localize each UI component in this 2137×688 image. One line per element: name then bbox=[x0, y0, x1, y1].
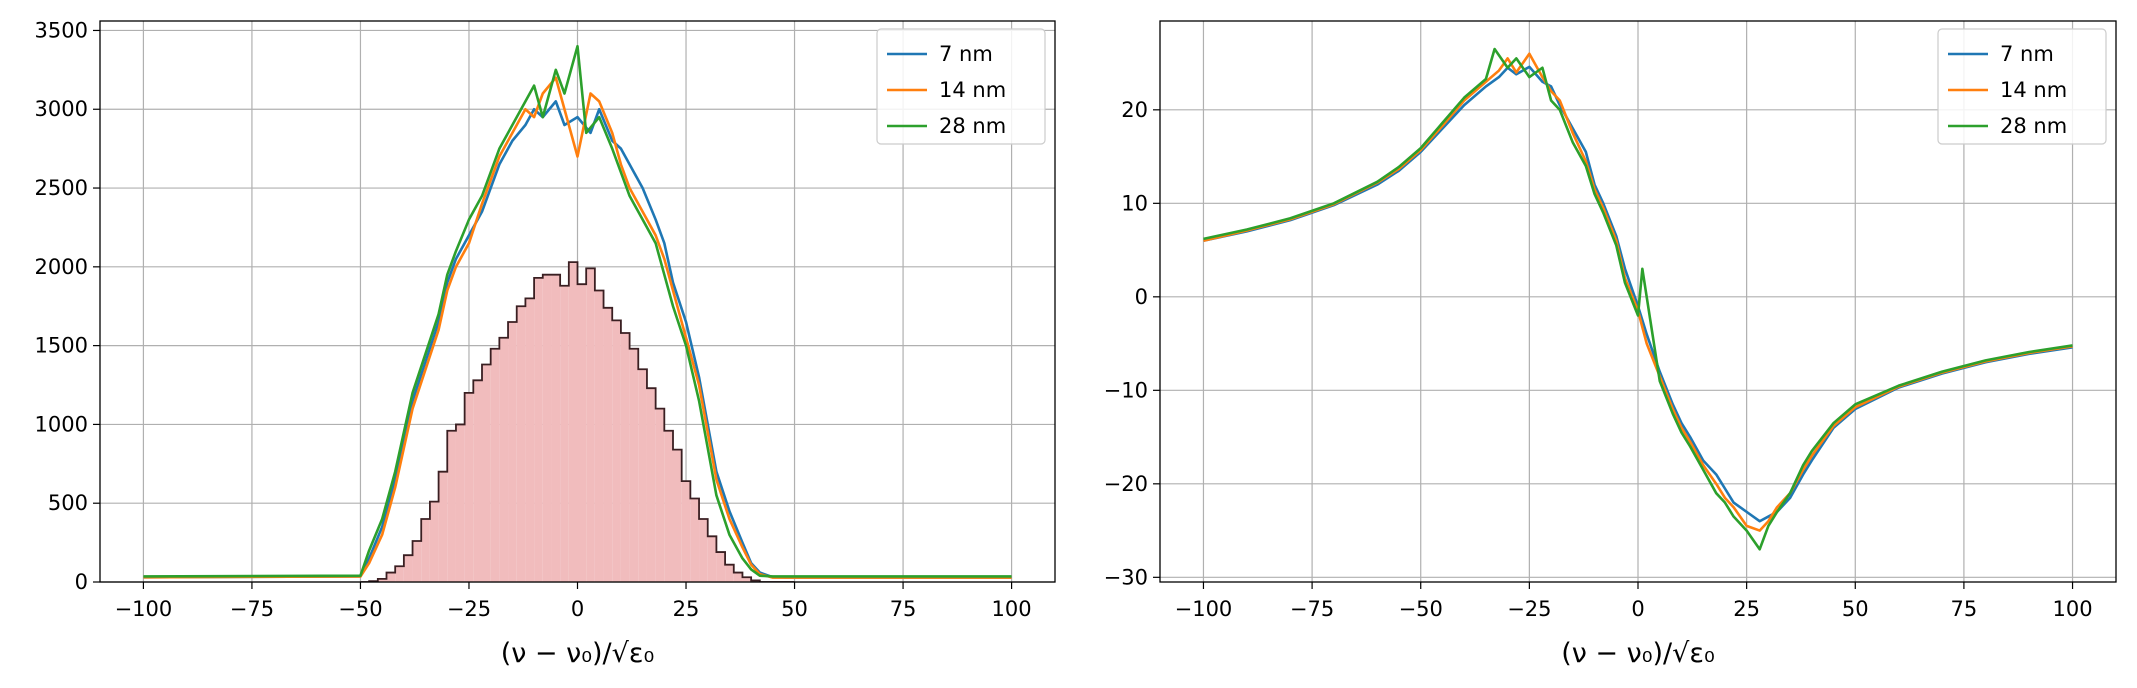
histogram-bar bbox=[612, 320, 621, 582]
histogram-bar bbox=[377, 578, 387, 582]
histogram-bar bbox=[386, 572, 396, 582]
x-tick-label: 50 bbox=[1842, 597, 1869, 621]
legend-box bbox=[1937, 28, 2107, 145]
legend-label: 7 nm bbox=[939, 42, 993, 66]
histogram-bar bbox=[534, 277, 543, 582]
histogram-bar bbox=[716, 552, 726, 582]
histogram-bar bbox=[594, 290, 604, 582]
plot-area bbox=[1203, 47, 2073, 551]
y-tick-label: 1500 bbox=[35, 334, 88, 358]
histogram-bar bbox=[603, 307, 613, 582]
x-tick-label: −100 bbox=[115, 597, 173, 621]
series-line-28-nm bbox=[1203, 47, 2073, 551]
x-tick-label: 75 bbox=[1951, 597, 1978, 621]
histogram-bar bbox=[620, 333, 630, 582]
series-line-28-nm bbox=[143, 44, 1012, 578]
histogram-bar bbox=[421, 518, 430, 582]
histogram-bar bbox=[464, 392, 474, 582]
y-tick-label: 3500 bbox=[35, 18, 88, 42]
x-tick-label: −100 bbox=[1175, 597, 1233, 621]
histogram-bar bbox=[525, 298, 535, 582]
y-tick-label: −30 bbox=[1104, 565, 1148, 589]
histogram-bar bbox=[699, 518, 708, 582]
left-chart-panel: −100 −75 −50 −25 0 25 50 75 10005001000150020002… bbox=[35, 18, 1056, 669]
x-tick-label: 75 bbox=[890, 597, 917, 621]
x-tick-label: 100 bbox=[2052, 597, 2092, 621]
histogram-bar bbox=[473, 380, 482, 582]
right-chart-panel: −100 −75 −50 −25 0 25 50 75 100−30−20−1001020(ν … bbox=[1104, 20, 2117, 669]
x-tick-label: −75 bbox=[1290, 597, 1334, 621]
legend: 7 nm 14 nm 28 nm bbox=[876, 28, 1046, 145]
y-tick-label: 20 bbox=[1121, 98, 1148, 122]
x-tick-label: −75 bbox=[230, 597, 274, 621]
legend-label: 14 nm bbox=[939, 78, 1006, 102]
histogram-bar bbox=[638, 369, 647, 582]
histogram-bar bbox=[542, 274, 552, 582]
histogram bbox=[360, 261, 795, 582]
series-line-14-nm bbox=[143, 76, 1012, 579]
legend: 7 nm 14 nm 28 nm bbox=[1937, 28, 2107, 145]
y-tick-label: 500 bbox=[48, 491, 88, 515]
histogram-bar bbox=[447, 430, 456, 582]
x-axis-label: (ν − ν₀)/√ε₀ bbox=[1561, 638, 1715, 669]
x-tick-label: 25 bbox=[673, 597, 700, 621]
x-tick-label: −25 bbox=[1507, 597, 1551, 621]
x-axis-label: (ν − ν₀)/√ε₀ bbox=[501, 638, 655, 669]
histogram-bar bbox=[568, 262, 578, 582]
y-tick-label: 3000 bbox=[35, 97, 88, 121]
histogram-bar bbox=[395, 566, 404, 582]
histogram-bar bbox=[412, 541, 422, 582]
y-tick-label: −20 bbox=[1104, 472, 1148, 496]
histogram-bar bbox=[482, 364, 491, 582]
legend-box bbox=[876, 28, 1046, 145]
x-tick-label: 50 bbox=[781, 597, 808, 621]
histogram-bar bbox=[577, 284, 587, 582]
histogram-bar bbox=[438, 471, 448, 582]
histogram-bar bbox=[707, 536, 717, 582]
x-tick-label: 25 bbox=[1733, 597, 1760, 621]
x-tick-label: −50 bbox=[338, 597, 382, 621]
histogram-bar bbox=[690, 498, 700, 582]
histogram-bar bbox=[629, 348, 639, 582]
y-tick-label: −10 bbox=[1104, 378, 1148, 402]
y-tick-label: 1000 bbox=[35, 412, 88, 436]
y-tick-label: 10 bbox=[1121, 191, 1148, 215]
histogram-bar bbox=[673, 449, 682, 582]
x-tick-label: 0 bbox=[571, 597, 584, 621]
histogram-bar bbox=[499, 337, 509, 582]
histogram-bar bbox=[646, 388, 656, 582]
legend-label: 14 nm bbox=[2000, 78, 2067, 102]
histogram-outline bbox=[360, 261, 795, 582]
x-tick-label: 0 bbox=[1631, 597, 1644, 621]
y-tick-label: 2500 bbox=[35, 176, 88, 200]
x-tick-label: 100 bbox=[992, 597, 1032, 621]
histogram-bar bbox=[586, 268, 595, 582]
histogram-bar bbox=[429, 501, 439, 582]
histogram-bar bbox=[664, 430, 673, 582]
histogram-bar bbox=[655, 408, 665, 582]
y-tick-label: 0 bbox=[75, 570, 88, 594]
plot-area bbox=[143, 44, 1012, 582]
series-line-7-nm bbox=[143, 100, 1012, 579]
histogram-bar bbox=[733, 572, 743, 582]
x-tick-label: −25 bbox=[447, 597, 491, 621]
histogram-bar bbox=[681, 481, 691, 582]
histogram-bar bbox=[508, 321, 517, 582]
legend-label: 28 nm bbox=[939, 114, 1006, 138]
x-tick-label: −50 bbox=[1399, 597, 1443, 621]
y-tick-label: 0 bbox=[1135, 285, 1148, 309]
histogram-bar bbox=[490, 348, 500, 582]
histogram-bar bbox=[403, 555, 413, 582]
histogram-bar bbox=[742, 577, 752, 582]
histogram-bar bbox=[551, 274, 561, 582]
histogram-bar bbox=[455, 424, 465, 582]
legend-label: 28 nm bbox=[2000, 114, 2067, 138]
y-tick-label: 2000 bbox=[35, 255, 88, 279]
histogram-bar bbox=[560, 285, 569, 582]
histogram-bar bbox=[725, 564, 734, 582]
histogram-bar bbox=[516, 306, 526, 582]
legend-label: 7 nm bbox=[2000, 42, 2054, 66]
